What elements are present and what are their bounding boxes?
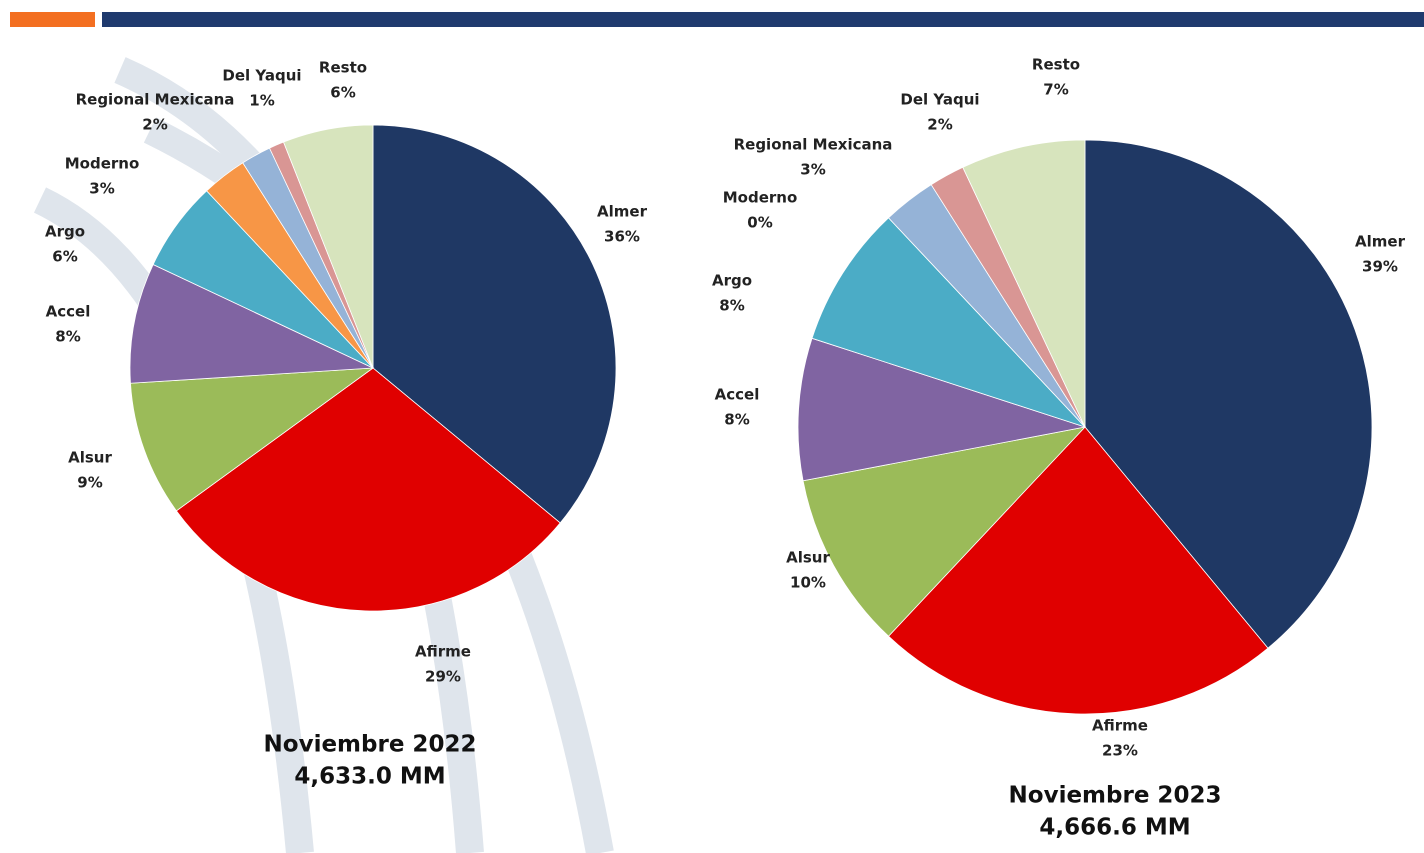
slice-name: Accel — [715, 386, 760, 404]
slice-percent: 0% — [747, 214, 772, 232]
slice-name: Argo — [45, 223, 85, 241]
slice-percent: 6% — [330, 84, 355, 102]
slice-name: Moderno — [65, 155, 140, 173]
slice-percent: 2% — [927, 116, 952, 134]
slice-name: Del Yaqui — [222, 67, 301, 85]
chart-subtitle: 4,666.6 MM — [1039, 815, 1190, 841]
slice-name: Afirme — [415, 643, 471, 661]
pie-slice — [797, 337, 1086, 482]
accent-bar — [10, 12, 95, 27]
slice-name: Argo — [712, 272, 752, 290]
slice-name: Alsur — [786, 549, 830, 567]
slice-name: Resto — [1032, 56, 1080, 74]
slice-percent: 8% — [724, 411, 749, 429]
pie-slice — [175, 367, 561, 612]
slice-percent: 2% — [142, 116, 167, 134]
slice-percent: 9% — [77, 474, 102, 492]
slice-percent: 10% — [790, 574, 826, 592]
slice-name: Moderno — [723, 189, 798, 207]
pie-slice — [283, 124, 374, 369]
slice-percent: 39% — [1362, 258, 1398, 276]
slice-name: Accel — [46, 303, 91, 321]
slice-name: Alsur — [68, 449, 112, 467]
pie-slice — [130, 367, 375, 512]
slice-percent: 3% — [800, 161, 825, 179]
chart-title: Noviembre 2022 — [264, 732, 477, 758]
pie-slice — [129, 264, 374, 384]
pie-slice — [962, 139, 1086, 428]
slice-percent: 6% — [52, 248, 77, 266]
slice-name: Almer — [597, 203, 648, 221]
slice-name: Afirme — [1092, 717, 1148, 735]
slice-percent: 1% — [249, 92, 274, 110]
slice-name: Regional Mexicana — [76, 91, 235, 109]
slice-percent: 3% — [89, 180, 114, 198]
pie-slice — [811, 217, 1086, 428]
slice-name: Resto — [319, 59, 367, 77]
slice-percent: 8% — [719, 297, 744, 315]
pie-slice — [802, 426, 1087, 637]
slice-name: Almer — [1355, 233, 1406, 251]
slice-name: Regional Mexicana — [734, 136, 893, 154]
chart-subtitle: 4,633.0 MM — [294, 764, 445, 790]
pie-slice — [1084, 139, 1373, 649]
slice-percent: 36% — [604, 228, 640, 246]
slice-percent: 8% — [55, 328, 80, 346]
slice-name: Del Yaqui — [900, 91, 979, 109]
header-bar — [102, 12, 1424, 27]
slice-percent: 7% — [1043, 81, 1068, 99]
slice-percent: 29% — [425, 668, 461, 686]
pie-slice — [372, 124, 617, 524]
chart-title: Noviembre 2023 — [1009, 783, 1222, 809]
slice-percent: 23% — [1102, 742, 1138, 760]
pie-slice — [887, 426, 1269, 715]
